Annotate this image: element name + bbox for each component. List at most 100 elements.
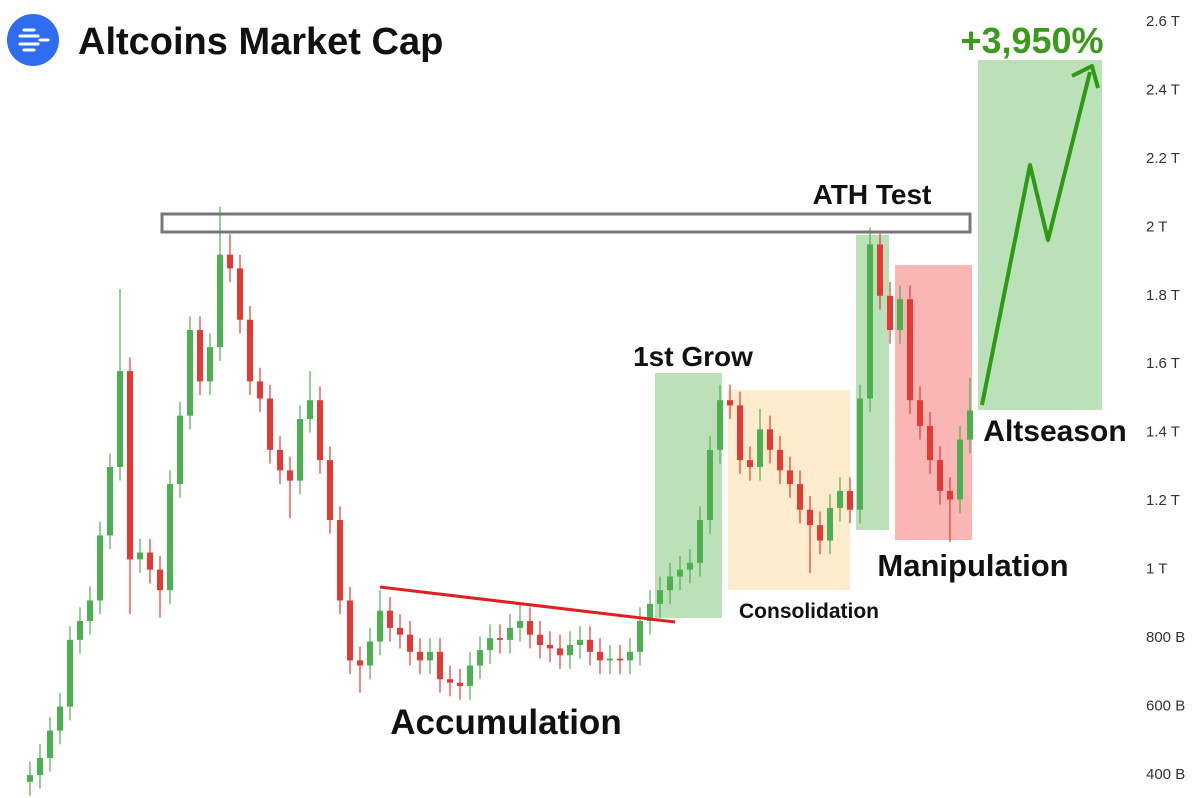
candle-body: [857, 398, 863, 510]
candle-body: [307, 400, 313, 420]
candle-body: [77, 621, 83, 640]
candle-body: [317, 400, 323, 461]
candle-body: [927, 425, 933, 461]
candle-body: [807, 509, 813, 526]
candle-body: [937, 460, 943, 491]
candle-body: [877, 244, 883, 296]
candle-body: [817, 525, 823, 541]
candle-body: [617, 658, 623, 661]
candle-body: [867, 244, 873, 399]
candle-body: [97, 535, 103, 601]
candle-body: [27, 775, 33, 782]
candle-body: [217, 254, 223, 348]
candle-body: [497, 638, 503, 640]
candle-body: [117, 371, 123, 467]
candle-body: [747, 460, 753, 467]
candle-body: [197, 330, 203, 382]
candle-body: [437, 651, 443, 680]
candle-body: [667, 576, 673, 591]
candle-body: [797, 484, 803, 510]
candle-body: [597, 651, 603, 661]
candle-body: [967, 410, 973, 440]
candle-body: [907, 299, 913, 401]
candle-body: [657, 590, 663, 604]
trendline: [379, 585, 676, 624]
y-tick-label: 2.6 T: [1146, 13, 1180, 30]
annotation-shapes: [655, 60, 1102, 618]
candle-body: [347, 600, 353, 661]
candle-body: [87, 600, 93, 622]
candle-body: [477, 650, 483, 666]
annotation-lines: [160, 64, 1100, 624]
chart-title: Altcoins Market Cap: [78, 21, 443, 63]
candle-body: [567, 644, 573, 656]
candle-body: [577, 639, 583, 645]
candle-body: [767, 429, 773, 450]
candle-body: [67, 639, 73, 707]
y-tick-label: 1 T: [1146, 561, 1167, 578]
candle-body: [127, 371, 133, 560]
candle-body: [897, 299, 903, 331]
candle-body: [837, 490, 843, 509]
candle-body: [487, 638, 493, 651]
candle-body: [787, 470, 793, 485]
candle-body: [757, 429, 763, 467]
candle-body: [397, 627, 403, 635]
candles: [27, 206, 973, 796]
logo: [7, 14, 59, 66]
logo-icon: [18, 28, 50, 52]
candle-body: [507, 627, 513, 640]
candle-body: [377, 610, 383, 642]
candle-body: [157, 569, 163, 591]
candle-body: [717, 400, 723, 450]
y-tick-label: 2.2 T: [1146, 150, 1180, 167]
candle-body: [527, 621, 533, 635]
candle-body: [557, 648, 563, 656]
forecast-arrow: [980, 71, 1092, 406]
candle-body: [247, 319, 253, 382]
candle-body: [277, 449, 283, 471]
candle-body: [547, 644, 553, 649]
annotation: ATH Test: [813, 179, 932, 210]
candle-body: [827, 508, 833, 541]
candle-body: [517, 621, 523, 628]
candle-body: [607, 658, 613, 661]
arrow-head: [1071, 64, 1100, 89]
candle-body: [107, 466, 113, 536]
candle-body: [677, 569, 683, 577]
candle-body: [917, 400, 923, 426]
candle-body: [37, 757, 43, 776]
y-tick-label: 1.6 T: [1146, 355, 1180, 372]
candle-body: [467, 665, 473, 687]
candle-body: [647, 603, 653, 622]
candle-body: [287, 470, 293, 481]
candle-body: [777, 449, 783, 471]
candle-body: [297, 419, 303, 481]
annotation: Altseason: [983, 415, 1126, 448]
y-tick-label: 1.4 T: [1146, 424, 1180, 441]
candle-body: [177, 415, 183, 485]
candle-body: [537, 634, 543, 645]
candle-body: [447, 679, 453, 683]
candle-body: [737, 405, 743, 461]
candle-body: [227, 254, 233, 269]
candle-body: [357, 660, 363, 666]
annotation: Manipulation: [877, 548, 1068, 583]
y-tick-label: 1.2 T: [1146, 492, 1180, 509]
annotation: Consolidation: [739, 600, 879, 623]
candle-body: [267, 398, 273, 450]
annotation: 1st Grow: [633, 341, 753, 372]
candle-body: [957, 439, 963, 500]
candle-body: [457, 682, 463, 687]
consolidation-zone: [728, 390, 850, 590]
candle-body: [407, 634, 413, 652]
candle-body: [587, 639, 593, 652]
candle-body: [47, 730, 53, 758]
candle-body: [57, 706, 63, 731]
y-tick-label: 600 B: [1146, 698, 1185, 715]
candle-body: [847, 490, 853, 510]
candle-body: [137, 552, 143, 560]
annotation: +3,950%: [960, 20, 1103, 61]
candle-body: [887, 295, 893, 331]
